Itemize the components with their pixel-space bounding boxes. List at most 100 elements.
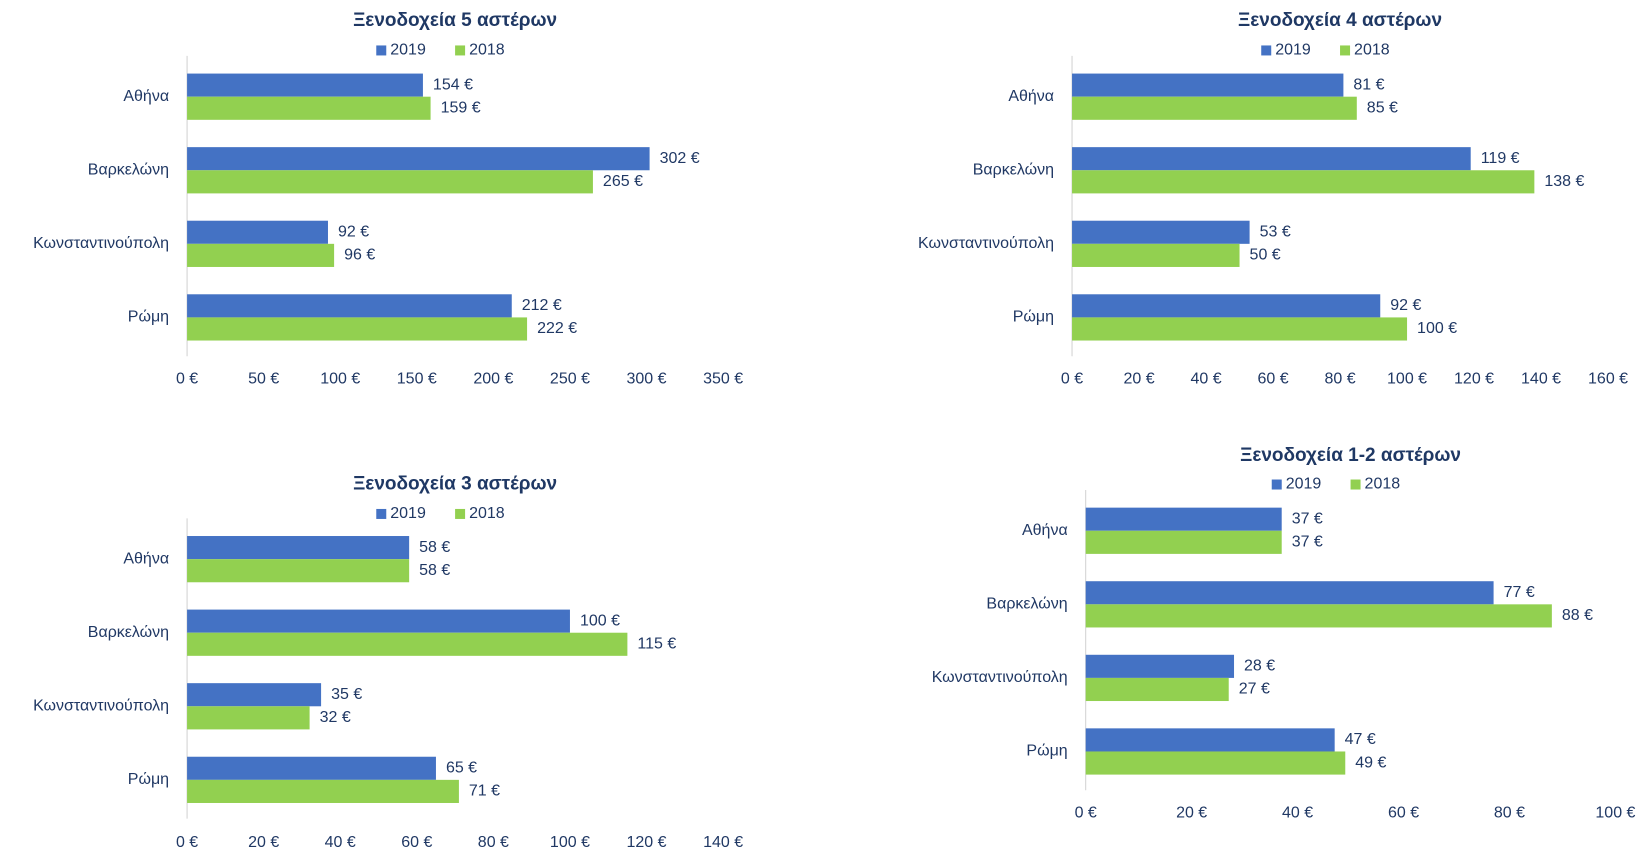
legend-swatch [1350, 479, 1361, 490]
x-tick-label: 60 € [401, 834, 432, 851]
bar [1072, 73, 1344, 97]
bar [1072, 243, 1240, 267]
x-tick-label: 50 € [248, 371, 279, 388]
bar [187, 779, 459, 803]
value-label: 77 € [1504, 584, 1535, 601]
value-label: 27 € [1239, 681, 1270, 698]
value-label: 50 € [1250, 247, 1281, 264]
bar [1085, 654, 1235, 678]
bar [1085, 507, 1282, 531]
value-label: 28 € [1244, 658, 1275, 675]
value-label: 92 € [338, 223, 369, 240]
bar [187, 536, 410, 560]
value-label: 100 € [580, 612, 620, 629]
value-label: 138 € [1544, 173, 1584, 190]
category-label: Κωνσταντινούπολη [932, 669, 1068, 686]
bar [187, 317, 528, 341]
value-label: 49 € [1355, 754, 1386, 771]
x-tick-label: 100 € [550, 834, 590, 851]
legend-swatch [376, 508, 387, 519]
legend-swatch [1340, 45, 1351, 56]
bar [1085, 677, 1229, 702]
legend-label: 2018 [469, 42, 505, 59]
bar [1072, 96, 1357, 120]
category-label: Βαρκελώνη [88, 161, 169, 178]
x-tick-label: 80 € [1324, 371, 1355, 388]
category-label: Κωνσταντινούπολη [33, 235, 169, 252]
bar [187, 756, 436, 780]
category-label: Κωνσταντινούπολη [33, 698, 169, 715]
legend-swatch [455, 45, 466, 56]
x-tick-label: 40 € [1190, 371, 1221, 388]
x-tick-label: 0 € [1075, 805, 1097, 822]
value-label: 92 € [1390, 297, 1421, 314]
bar [187, 243, 335, 267]
value-label: 212 € [522, 297, 562, 314]
x-tick-label: 140 € [703, 834, 743, 851]
x-tick-label: 300 € [627, 371, 667, 388]
x-tick-label: 100 € [1595, 805, 1635, 822]
chart-title: Ξενοδοχεία 3 αστέρων [353, 474, 557, 495]
x-tick-label: 140 € [1521, 371, 1561, 388]
value-label: 159 € [441, 99, 481, 116]
x-tick-label: 0 € [176, 371, 198, 388]
x-tick-label: 250 € [550, 371, 590, 388]
x-tick-label: 80 € [1494, 805, 1525, 822]
legend-swatch [455, 508, 466, 519]
value-label: 302 € [660, 150, 700, 167]
chart-title: Ξενοδοχεία 5 αστέρων [353, 10, 557, 31]
value-label: 37 € [1292, 510, 1323, 527]
category-label: Βαρκελώνη [986, 596, 1067, 613]
bar [1085, 751, 1346, 775]
bar [187, 147, 650, 171]
x-tick-label: 40 € [325, 834, 356, 851]
category-label: Βαρκελώνη [973, 161, 1054, 178]
bar [187, 170, 593, 194]
value-label: 154 € [433, 76, 473, 93]
value-label: 222 € [537, 320, 577, 337]
bar [1085, 530, 1282, 554]
value-label: 115 € [637, 635, 676, 652]
x-tick-label: 40 € [1282, 805, 1313, 822]
value-label: 53 € [1260, 223, 1291, 240]
legend-label: 2018 [469, 505, 505, 522]
value-label: 119 € [1481, 150, 1520, 167]
value-label: 65 € [446, 760, 477, 777]
category-label: Αθήνα [1022, 522, 1068, 539]
bar [1072, 220, 1250, 244]
x-tick-label: 350 € [703, 371, 743, 388]
value-label: 81 € [1353, 76, 1384, 93]
legend-label: 2019 [1286, 476, 1322, 493]
category-label: Ρώμη [128, 309, 169, 326]
value-label: 32 € [320, 709, 351, 726]
value-label: 37 € [1292, 534, 1323, 551]
bar [187, 706, 310, 730]
x-tick-label: 120 € [627, 834, 667, 851]
x-tick-label: 100 € [320, 371, 360, 388]
x-tick-label: 0 € [176, 834, 198, 851]
legend-swatch [1261, 45, 1272, 56]
bar [187, 632, 628, 656]
value-label: 100 € [1417, 320, 1457, 337]
x-tick-label: 80 € [478, 834, 509, 851]
x-tick-label: 200 € [473, 371, 513, 388]
x-tick-label: 20 € [1176, 805, 1207, 822]
bar [187, 683, 322, 707]
bar [1085, 604, 1552, 628]
x-tick-label: 100 € [1387, 371, 1427, 388]
bar [1072, 317, 1408, 341]
category-label: Ρώμη [1013, 309, 1054, 326]
bar [187, 73, 423, 97]
value-label: 88 € [1562, 607, 1593, 624]
legend-label: 2018 [1354, 42, 1390, 59]
legend-label: 2019 [390, 505, 426, 522]
x-tick-label: 160 € [1588, 371, 1628, 388]
category-label: Ρώμη [128, 771, 169, 788]
value-label: 85 € [1367, 99, 1398, 116]
bar [187, 294, 512, 318]
value-label: 58 € [419, 562, 450, 579]
x-tick-label: 0 € [1061, 371, 1083, 388]
bar [187, 220, 328, 244]
x-tick-label: 60 € [1388, 805, 1419, 822]
